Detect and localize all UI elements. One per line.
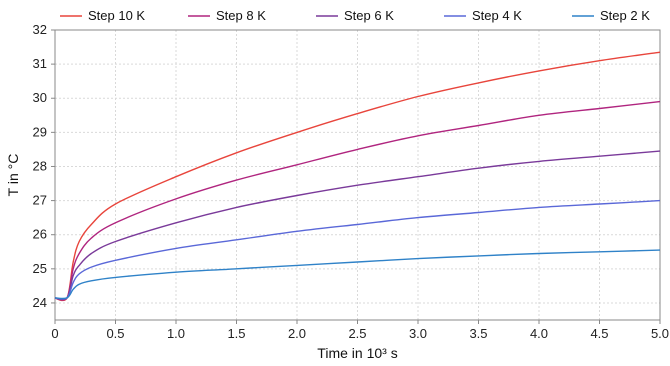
legend-item-step-8-k: Step 8 K — [188, 8, 266, 23]
y-tick-label: 27 — [33, 193, 47, 208]
legend-label: Step 8 K — [216, 8, 266, 23]
y-tick-label: 32 — [33, 22, 47, 37]
legend-item-step-4-k: Step 4 K — [444, 8, 522, 23]
series-line-step-8-k — [54, 100, 661, 301]
y-tick-label: 30 — [33, 90, 47, 105]
x-axis-title: Time in 10³ s — [317, 345, 397, 361]
x-axis: 0 0.5 1.0 1.5 2.0 2.5 3.0 3.5 4.0 4.5 5.0 — [51, 320, 669, 341]
x-tick-label: 2.5 — [348, 326, 366, 341]
series-line-step-4-k — [54, 199, 661, 300]
series-line-step-6-k — [54, 150, 661, 301]
x-tick-label: 3.0 — [409, 326, 427, 341]
y-tick-label: 29 — [33, 124, 47, 139]
legend-label: Step 10 K — [88, 8, 145, 23]
y-tick-label: 28 — [33, 158, 47, 173]
y-tick-label: 24 — [33, 295, 47, 310]
x-tick-label: 0.5 — [106, 326, 124, 341]
y-axis: 24 25 26 27 28 29 30 31 32 — [33, 22, 55, 310]
x-tick-label: 1.5 — [227, 326, 245, 341]
legend-label: Step 4 K — [472, 8, 522, 23]
series-group — [54, 51, 661, 302]
legend-item-step-10-k: Step 10 K — [60, 8, 145, 23]
legend-item-step-2-k: Step 2 K — [572, 8, 650, 23]
legend-label: Step 6 K — [344, 8, 394, 23]
x-tick-label: 2.0 — [288, 326, 306, 341]
series-line-step-2-k — [54, 249, 661, 300]
legend-label: Step 2 K — [600, 8, 650, 23]
legend: Step 10 K Step 8 K Step 6 K Step 4 K Step 2 … — [60, 8, 650, 23]
y-tick-label: 25 — [33, 261, 47, 276]
x-tick-label: 4.5 — [590, 326, 608, 341]
legend-item-step-6-k: Step 6 K — [316, 8, 394, 23]
series-line-step-10-k — [54, 51, 661, 302]
x-tick-label: 4.0 — [530, 326, 548, 341]
x-tick-label: 1.0 — [167, 326, 185, 341]
grid — [55, 30, 660, 320]
x-tick-label: 0 — [51, 326, 58, 341]
y-tick-label: 31 — [33, 56, 47, 71]
x-tick-label: 5.0 — [651, 326, 669, 341]
x-tick-label: 3.5 — [469, 326, 487, 341]
y-tick-label: 26 — [33, 227, 47, 242]
y-axis-title: T in °C — [5, 154, 21, 197]
